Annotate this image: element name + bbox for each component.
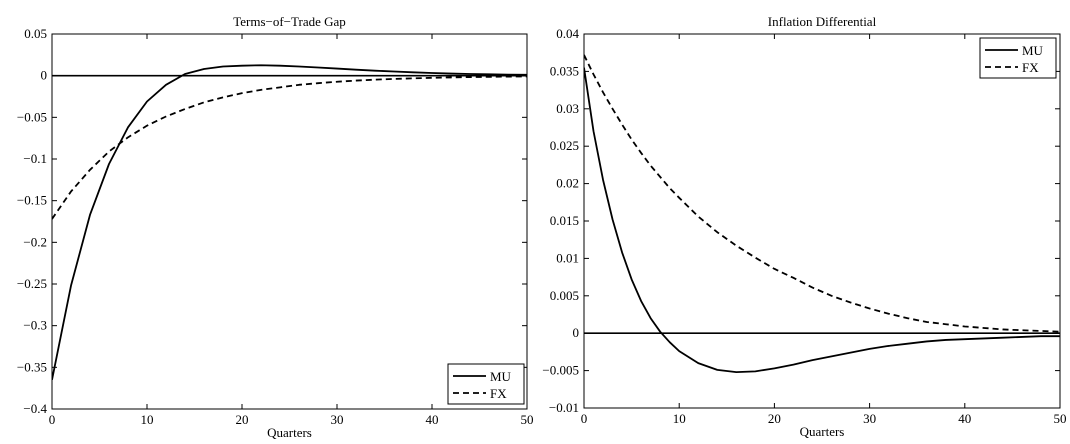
x-axis-label: Quarters	[800, 424, 845, 439]
x-tick-label: 40	[426, 412, 439, 427]
x-tick-label: 30	[331, 412, 344, 427]
terms-of-trade-gap-chart: Terms−of−Trade Gap 0 10 20 30 40 50 0.05 0 −0.05 −…	[17, 14, 534, 440]
x-tick-label: 50	[521, 412, 534, 427]
series-fx-line	[52, 75, 527, 220]
x-axis-label: Quarters	[267, 425, 312, 440]
y-tick-label: −0.1	[23, 151, 47, 166]
x-tick-label: 0	[49, 412, 56, 427]
y-tick-label: 0.015	[550, 213, 579, 228]
plot-frame	[583, 33, 1061, 409]
y-tick-label: 0	[41, 68, 48, 83]
y-tick-label: 0.005	[550, 288, 579, 303]
y-tick-label: 0.04	[556, 26, 579, 41]
legend-label-mu: MU	[1022, 43, 1044, 58]
y-tick-label: 0.035	[550, 63, 579, 78]
y-tick-label: 0.03	[556, 101, 579, 116]
x-tick-label: 20	[768, 411, 781, 426]
series-fx-line	[584, 54, 1060, 333]
series-mu-line	[52, 64, 527, 381]
x-tick-label: 40	[958, 411, 971, 426]
x-tick-label: 10	[141, 412, 154, 427]
x-tick-label: 50	[1054, 411, 1067, 426]
y-tick-label: 0	[573, 325, 580, 340]
series-mu-line	[584, 67, 1060, 374]
plot-frame	[51, 33, 528, 410]
y-tick-label: −0.15	[17, 193, 47, 208]
inflation-differential-chart: Inflation Differential 0 10 20 30 40 50 0.04 0.0…	[542, 14, 1066, 439]
chart-title: Inflation Differential	[768, 14, 877, 29]
y-tick-label: −0.005	[542, 363, 579, 378]
x-tick-label: 10	[673, 411, 686, 426]
legend-label-mu: MU	[490, 369, 512, 384]
y-tick-label: −0.4	[23, 401, 47, 416]
legend-label-fx: FX	[490, 386, 507, 401]
y-tick-label: 0.05	[24, 26, 47, 41]
x-tick-label: 0	[581, 411, 588, 426]
y-tick-label: −0.25	[17, 276, 47, 291]
y-tick-label: −0.01	[549, 400, 579, 415]
y-tick-label: −0.05	[17, 109, 47, 124]
y-tick-label: 0.01	[556, 250, 579, 265]
x-tick-label: 30	[863, 411, 876, 426]
chart-title: Terms−of−Trade Gap	[233, 14, 346, 29]
legend-label-fx: FX	[1022, 60, 1039, 75]
y-tick-label: −0.35	[17, 359, 47, 374]
legend-box	[447, 363, 525, 405]
legend-box	[979, 37, 1057, 79]
y-tick-label: −0.2	[23, 234, 47, 249]
x-tick-label: 20	[236, 412, 249, 427]
y-tick-label: −0.3	[23, 318, 47, 333]
y-tick-label: 0.025	[550, 138, 579, 153]
y-tick-label: 0.02	[556, 176, 579, 191]
